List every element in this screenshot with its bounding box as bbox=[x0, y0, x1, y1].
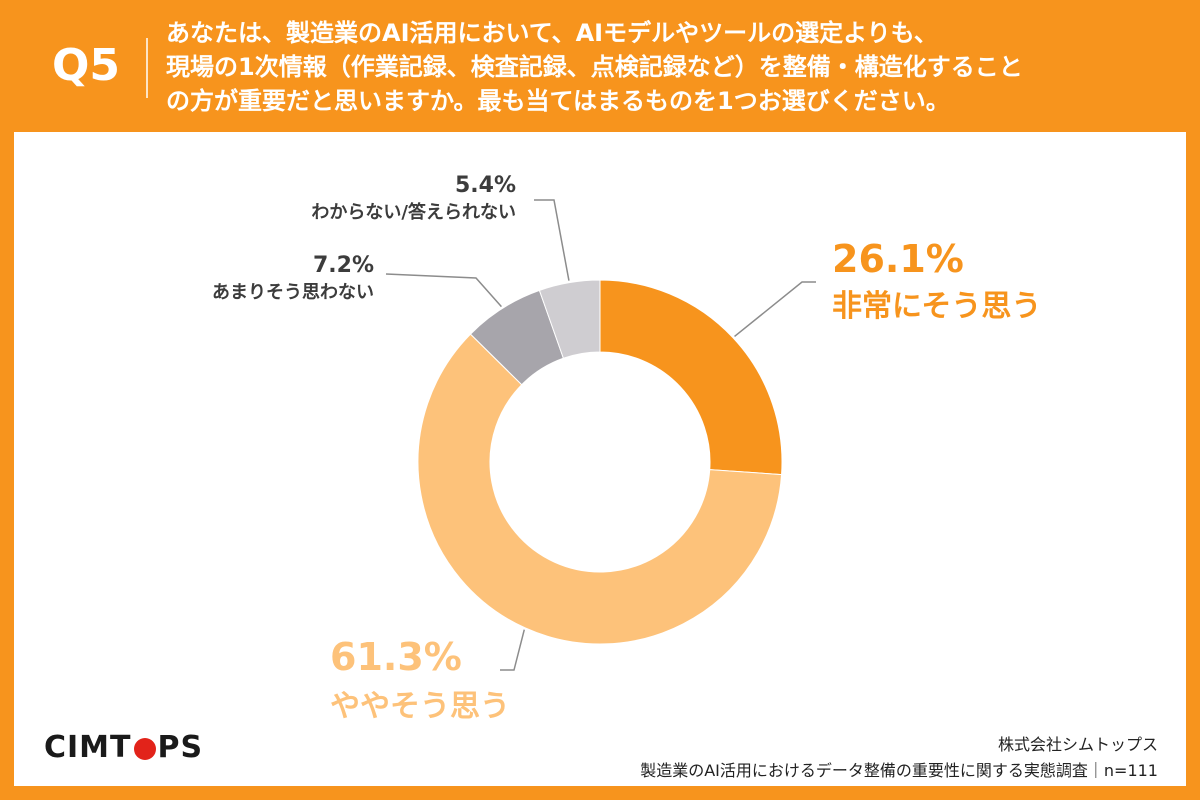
leader-line-strongly-agree bbox=[734, 281, 816, 338]
value-label-disagree: 7.2% bbox=[313, 253, 374, 278]
question-line: 現場の1次情報（作業記録、検査記録、点検記録など）を整備・構造化すること bbox=[166, 53, 1023, 81]
company-name: 株式会社シムトップス bbox=[997, 735, 1158, 754]
leader-line-somewhat-agree bbox=[500, 629, 526, 671]
value-label-dont-know: 5.4% bbox=[455, 173, 516, 198]
donut-chart: 26.1% 非常にそう思う 61.3% ややそう思う 7.2% あまりそう思わない 5.4%… bbox=[212, 173, 1041, 724]
question-number: Q5 bbox=[52, 40, 121, 91]
cimtops-logo: CIMT PS bbox=[44, 730, 203, 765]
donut-slice-somewhat-agree bbox=[417, 333, 783, 645]
chart-panel: 26.1% 非常にそう思う 61.3% ややそう思う 7.2% あまりそう思わない 5.4%… bbox=[14, 132, 1186, 786]
survey-name: 製造業のAI活用におけるデータ整備の重要性に関する実態調査｜n=111 bbox=[640, 761, 1158, 780]
logo-text-right: PS bbox=[157, 730, 204, 765]
value-label-somewhat-agree: 61.3% bbox=[330, 635, 462, 679]
value-label-strongly-agree: 26.1% bbox=[832, 237, 964, 281]
logo-text-left: CIMT bbox=[44, 730, 132, 765]
question-text: あなたは、製造業のAI活用において、AIモデルやツールの選定よりも、 現場の1次… bbox=[166, 16, 1176, 118]
header: Q5 あなたは、製造業のAI活用において、AIモデルやツールの選定よりも、 現場… bbox=[0, 0, 1200, 132]
donut-slice-strongly-agree bbox=[599, 279, 783, 476]
logo-dot-icon bbox=[133, 737, 156, 760]
donut-slice-dont-know bbox=[538, 279, 601, 359]
leader-line-dont-know bbox=[534, 199, 570, 281]
question-line: あなたは、製造業のAI活用において、AIモデルやツールの選定よりも、 bbox=[166, 19, 938, 47]
category-label-dont-know: わからない/答えられない bbox=[311, 201, 516, 223]
header-divider bbox=[146, 38, 148, 98]
category-label-somewhat-agree: ややそう思う bbox=[330, 689, 510, 724]
category-label-disagree: あまりそう思わない bbox=[212, 282, 374, 303]
leader-line-disagree bbox=[385, 273, 502, 308]
category-label-strongly-agree: 非常にそう思う bbox=[832, 289, 1041, 324]
question-line: の方が重要だと思いますか。最も当てはまるものを1つお選びください。 bbox=[166, 87, 950, 115]
source-note: 株式会社シムトップス 製造業のAI活用におけるデータ整備の重要性に関する実態調査… bbox=[640, 732, 1158, 784]
